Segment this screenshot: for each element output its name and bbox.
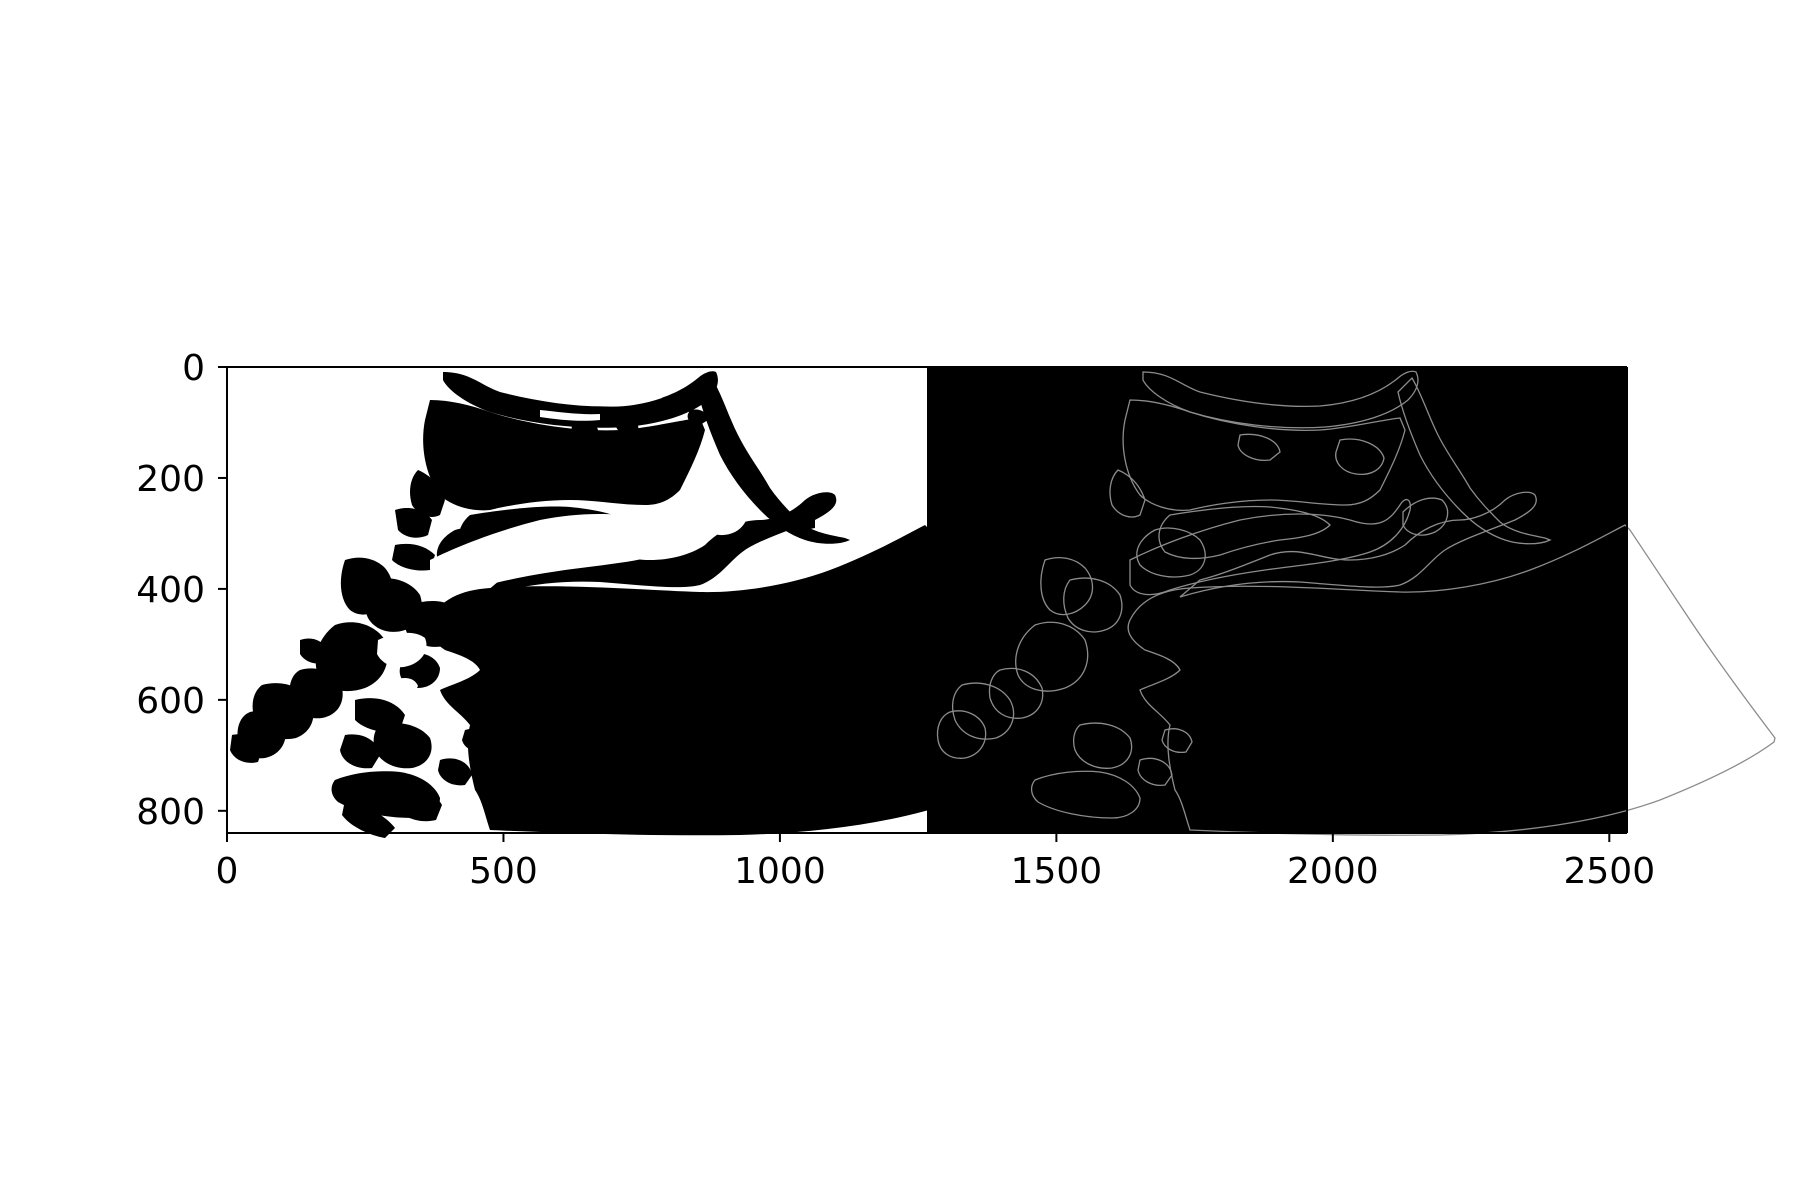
mask-panel [227,367,1075,838]
axes [226,366,1628,834]
x-ticks: 0 500 1000 1500 2000 2500 [216,833,1655,892]
y-tick-label: 600 [136,681,205,722]
edge-panel [927,367,1776,836]
y-tick-label: 200 [136,459,205,500]
x-tick-label: 1000 [734,851,826,892]
mask-holes [377,392,748,756]
edge-panel-background [927,367,1627,833]
x-tick-label: 0 [216,851,239,892]
y-tick-label: 800 [136,792,205,833]
y-ticks: 0 200 400 600 800 [136,348,227,833]
x-tick-label: 2000 [1287,851,1379,892]
y-tick-label: 400 [136,570,205,611]
edge-outline [936,370,1776,836]
x-tick-label: 500 [469,851,538,892]
x-tick-label: 2500 [1563,851,1655,892]
x-tick-label: 1500 [1011,851,1103,892]
y-tick-label: 0 [182,348,205,389]
